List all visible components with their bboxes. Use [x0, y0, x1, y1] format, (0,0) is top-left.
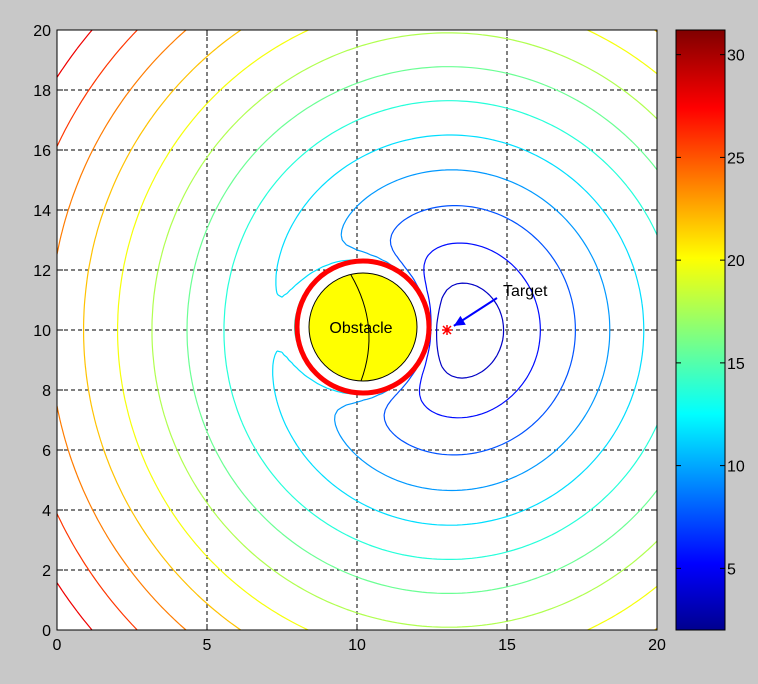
- obstacle-contour-arc: [350, 274, 370, 382]
- colorbar-tick-label: 20: [727, 253, 745, 270]
- colorbar: [675, 29, 726, 631]
- x-tick-label: 15: [498, 637, 516, 654]
- target-point: [442, 325, 452, 335]
- y-tick-label: 20: [33, 23, 51, 40]
- target-arrow-head: [453, 315, 466, 326]
- colorbar-tick-label: 15: [727, 356, 745, 373]
- target-marker: Target: [442, 283, 548, 335]
- colorbar-ticks: 5 10 15 20 25 30: [676, 48, 745, 578]
- y-tick-label: 4: [42, 503, 51, 520]
- colorbar-tick-label: 25: [727, 150, 745, 167]
- grid-lines: [57, 30, 657, 630]
- x-tick-label: 20: [648, 637, 666, 654]
- y-tick-label: 12: [33, 263, 51, 280]
- colorbar-tick-label: 10: [727, 459, 745, 476]
- y-tick-label: 16: [33, 143, 51, 160]
- x-tick-label: 0: [53, 637, 62, 654]
- colorbar-tick-label: 5: [727, 561, 736, 578]
- y-tick-label: 6: [42, 443, 51, 460]
- x-tick-label: 5: [203, 637, 212, 654]
- obstacle-disc: [308, 272, 418, 382]
- y-tick-label: 10: [33, 323, 51, 340]
- contour-level-line: [436, 282, 505, 379]
- obstacle-label: Obstacle: [329, 320, 392, 337]
- x-axis-ticks: 0 5 10 15 20: [53, 30, 666, 654]
- y-tick-label: 0: [42, 623, 51, 640]
- target-label: Target: [503, 283, 548, 300]
- colorbar-tick-label: 30: [727, 48, 745, 65]
- contour-level-line: [418, 242, 541, 419]
- y-tick-label: 18: [33, 83, 51, 100]
- x-tick-label: 10: [348, 637, 366, 654]
- contour-level-line: [223, 100, 657, 560]
- y-tick-label: 14: [33, 203, 51, 220]
- y-tick-label: 8: [42, 383, 51, 400]
- y-tick-label: 2: [42, 563, 51, 580]
- obstacle: Obstacle: [294, 258, 432, 396]
- y-axis-ticks: 0 2 4 6 8 10 12 14 16 18 20: [33, 23, 657, 640]
